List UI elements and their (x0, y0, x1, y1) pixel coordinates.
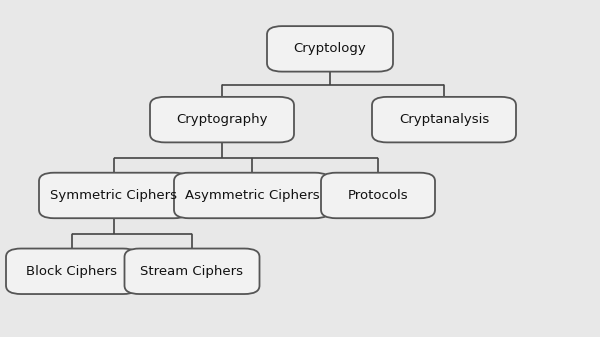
Text: Stream Ciphers: Stream Ciphers (140, 265, 244, 278)
Text: Cryptography: Cryptography (176, 113, 268, 126)
Text: Symmetric Ciphers: Symmetric Ciphers (50, 189, 178, 202)
Text: Block Ciphers: Block Ciphers (26, 265, 118, 278)
FancyBboxPatch shape (150, 97, 294, 142)
Text: Asymmetric Ciphers: Asymmetric Ciphers (185, 189, 319, 202)
FancyBboxPatch shape (6, 249, 138, 294)
FancyBboxPatch shape (125, 249, 260, 294)
FancyBboxPatch shape (321, 173, 435, 218)
FancyBboxPatch shape (39, 173, 189, 218)
FancyBboxPatch shape (174, 173, 330, 218)
FancyBboxPatch shape (372, 97, 516, 142)
Text: Cryptanalysis: Cryptanalysis (399, 113, 489, 126)
Text: Protocols: Protocols (347, 189, 409, 202)
FancyBboxPatch shape (267, 26, 393, 72)
Text: Cryptology: Cryptology (293, 42, 367, 55)
